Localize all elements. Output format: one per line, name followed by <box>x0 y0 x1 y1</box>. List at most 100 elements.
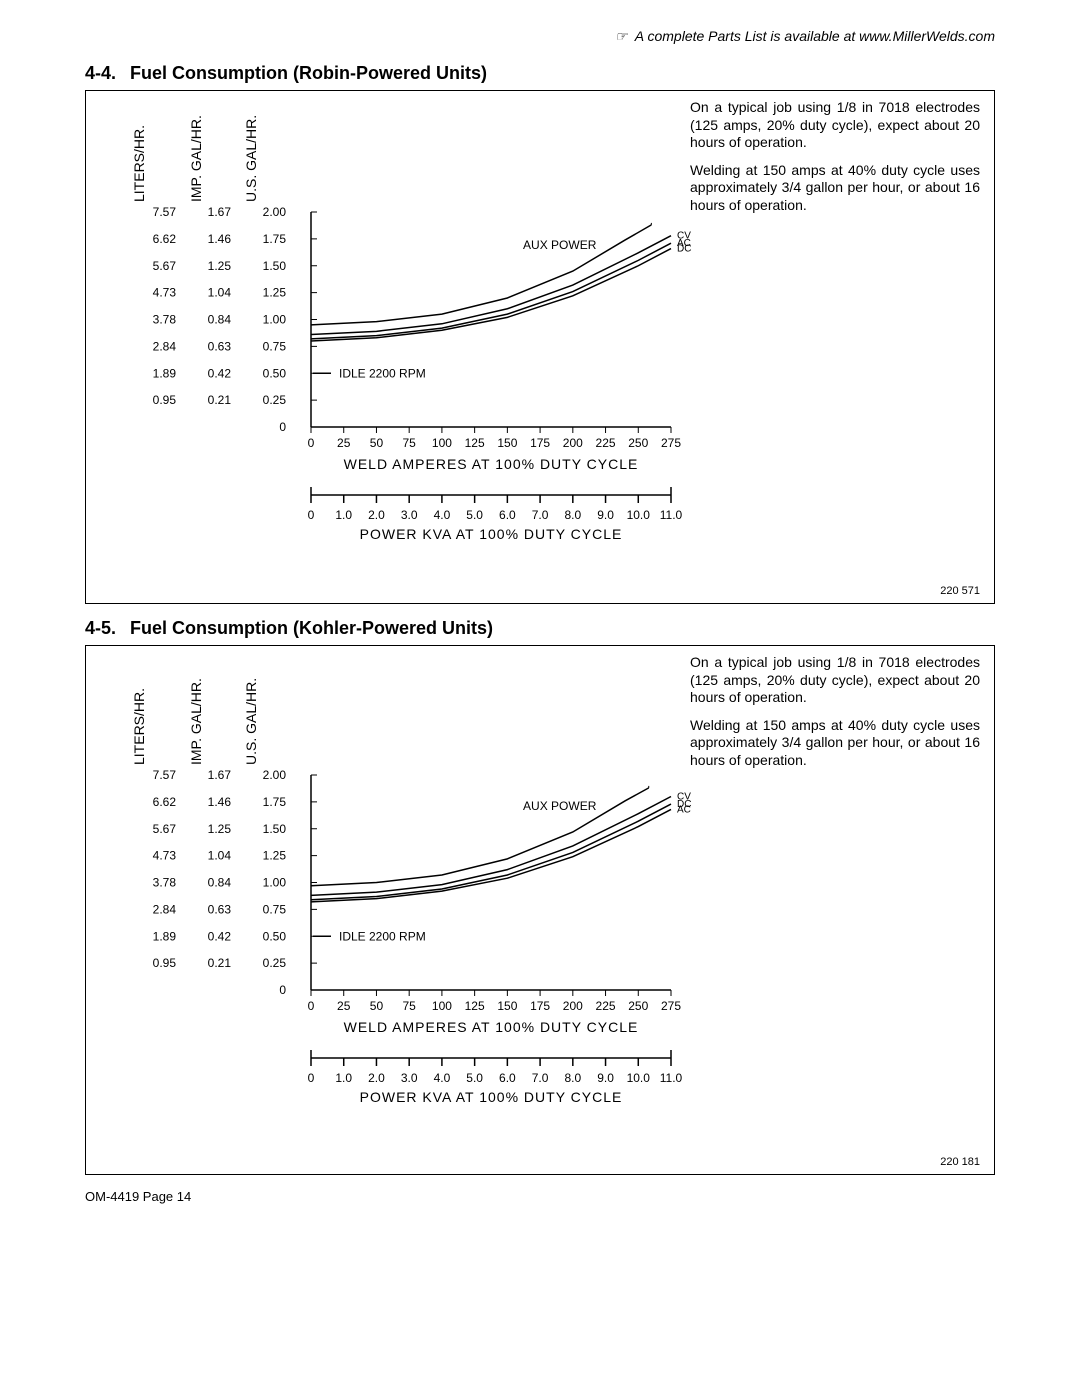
svg-text:1.50: 1.50 <box>263 822 287 836</box>
svg-text:1.0: 1.0 <box>335 1071 352 1085</box>
svg-text:WELD AMPERES AT 100% DUTY CYCL: WELD AMPERES AT 100% DUTY CYCLE <box>344 456 639 472</box>
svg-text:1.00: 1.00 <box>263 876 287 890</box>
svg-text:5.67: 5.67 <box>153 259 177 273</box>
figure-ref-4-5: 220 181 <box>940 1156 980 1168</box>
svg-text:2.0: 2.0 <box>368 508 385 522</box>
svg-text:10.0: 10.0 <box>627 508 651 522</box>
svg-text:0.42: 0.42 <box>208 929 232 943</box>
caption-p1: On a typical job using 1/8 in 7018 elect… <box>690 99 980 152</box>
svg-text:2.00: 2.00 <box>263 768 287 782</box>
figure-4-4: LITERS/HR.IMP. GAL/HR.U.S. GAL/HR.7.571.… <box>85 90 995 604</box>
svg-text:6.0: 6.0 <box>499 508 516 522</box>
svg-text:4.0: 4.0 <box>434 1071 451 1085</box>
svg-text:1.67: 1.67 <box>208 768 232 782</box>
chart-4-4: LITERS/HR.IMP. GAL/HR.U.S. GAL/HR.7.571.… <box>116 97 696 577</box>
svg-text:1.00: 1.00 <box>263 313 287 327</box>
svg-text:200: 200 <box>563 999 583 1013</box>
svg-text:250: 250 <box>628 999 648 1013</box>
caption-p2: Welding at 150 amps at 40% duty cycle us… <box>690 162 980 215</box>
svg-text:2.00: 2.00 <box>263 205 287 219</box>
svg-text:1.25: 1.25 <box>208 822 232 836</box>
svg-text:0.95: 0.95 <box>153 956 177 970</box>
svg-text:1.75: 1.75 <box>263 232 287 246</box>
svg-text:7.0: 7.0 <box>532 508 549 522</box>
chart-4-5: LITERS/HR.IMP. GAL/HR.U.S. GAL/HR.7.571.… <box>116 660 696 1158</box>
section-title: Fuel Consumption (Kohler-Powered Units) <box>130 618 493 638</box>
svg-text:5.67: 5.67 <box>153 822 177 836</box>
page-container: ☞ A complete Parts List is available at … <box>0 0 1080 1397</box>
svg-text:0.84: 0.84 <box>208 876 232 890</box>
svg-text:11.0: 11.0 <box>660 508 683 522</box>
svg-text:11.0: 11.0 <box>660 1071 683 1085</box>
svg-text:IMP. GAL/HR.: IMP. GAL/HR. <box>188 115 204 202</box>
svg-text:IMP. GAL/HR.: IMP. GAL/HR. <box>188 678 204 765</box>
svg-text:0.75: 0.75 <box>263 339 287 353</box>
svg-text:25: 25 <box>337 436 351 450</box>
svg-text:6.62: 6.62 <box>153 795 177 809</box>
section-heading-4-4: 4-4.Fuel Consumption (Robin-Powered Unit… <box>85 63 995 84</box>
svg-text:AC: AC <box>677 804 691 815</box>
svg-text:7.57: 7.57 <box>153 768 177 782</box>
svg-text:1.25: 1.25 <box>263 286 287 300</box>
svg-text:1.46: 1.46 <box>208 232 232 246</box>
figure-4-5-caption: On a typical job using 1/8 in 7018 elect… <box>690 654 980 779</box>
figure-4-4-caption: On a typical job using 1/8 in 7018 elect… <box>690 99 980 224</box>
svg-text:75: 75 <box>403 436 417 450</box>
svg-text:175: 175 <box>530 999 550 1013</box>
svg-text:1.25: 1.25 <box>263 849 287 863</box>
svg-text:WELD AMPERES AT 100% DUTY CYCL: WELD AMPERES AT 100% DUTY CYCLE <box>344 1019 639 1035</box>
svg-text:0.95: 0.95 <box>153 393 177 407</box>
svg-text:50: 50 <box>370 999 384 1013</box>
svg-text:0.21: 0.21 <box>208 956 232 970</box>
svg-text:3.0: 3.0 <box>401 508 418 522</box>
svg-text:100: 100 <box>432 999 452 1013</box>
svg-text:U.S. GAL/HR.: U.S. GAL/HR. <box>243 678 259 765</box>
svg-text:200: 200 <box>563 436 583 450</box>
svg-text:150: 150 <box>497 436 517 450</box>
svg-text:125: 125 <box>465 999 485 1013</box>
svg-text:U.S. GAL/HR.: U.S. GAL/HR. <box>243 115 259 202</box>
svg-text:250: 250 <box>628 436 648 450</box>
svg-text:0.21: 0.21 <box>208 393 232 407</box>
svg-text:8.0: 8.0 <box>564 508 581 522</box>
svg-text:100: 100 <box>432 436 452 450</box>
svg-text:275: 275 <box>661 999 681 1013</box>
svg-text:1.46: 1.46 <box>208 795 232 809</box>
svg-text:POWER KVA AT 100% DUTY CYCLE: POWER KVA AT 100% DUTY CYCLE <box>360 1089 623 1105</box>
svg-text:AUX POWER: AUX POWER <box>523 238 597 252</box>
svg-text:5.0: 5.0 <box>466 508 483 522</box>
svg-text:7.57: 7.57 <box>153 205 177 219</box>
svg-text:DC: DC <box>677 244 691 255</box>
section-num: 4-5. <box>85 618 116 638</box>
svg-text:5.0: 5.0 <box>466 1071 483 1085</box>
svg-text:0.50: 0.50 <box>263 929 287 943</box>
svg-text:0: 0 <box>308 508 315 522</box>
svg-text:3.0: 3.0 <box>401 1071 418 1085</box>
svg-text:4.73: 4.73 <box>153 286 177 300</box>
svg-text:IDLE 2200 RPM: IDLE 2200 RPM <box>339 929 426 943</box>
svg-text:8.0: 8.0 <box>564 1071 581 1085</box>
svg-text:3.78: 3.78 <box>153 876 177 890</box>
svg-text:0.25: 0.25 <box>263 393 287 407</box>
svg-text:1.50: 1.50 <box>263 259 287 273</box>
svg-text:0: 0 <box>308 1071 315 1085</box>
svg-text:275: 275 <box>661 436 681 450</box>
svg-text:7.0: 7.0 <box>532 1071 549 1085</box>
svg-text:125: 125 <box>465 436 485 450</box>
caption-p2: Welding at 150 amps at 40% duty cycle us… <box>690 717 980 770</box>
svg-text:225: 225 <box>596 999 616 1013</box>
svg-text:0.84: 0.84 <box>208 313 232 327</box>
section-heading-4-5: 4-5. Fuel Consumption (Kohler-Powered Uni… <box>85 618 995 639</box>
svg-text:9.0: 9.0 <box>597 1071 614 1085</box>
svg-text:9.0: 9.0 <box>597 508 614 522</box>
svg-text:50: 50 <box>370 436 384 450</box>
svg-text:4.73: 4.73 <box>153 849 177 863</box>
svg-text:2.84: 2.84 <box>153 902 177 916</box>
svg-text:1.75: 1.75 <box>263 795 287 809</box>
svg-text:1.67: 1.67 <box>208 205 232 219</box>
section-title: Fuel Consumption (Robin-Powered Units) <box>130 63 487 83</box>
svg-text:1.04: 1.04 <box>208 286 232 300</box>
figure-ref-4-4: 220 571 <box>940 585 980 597</box>
svg-text:1.89: 1.89 <box>153 929 177 943</box>
svg-text:75: 75 <box>403 999 417 1013</box>
